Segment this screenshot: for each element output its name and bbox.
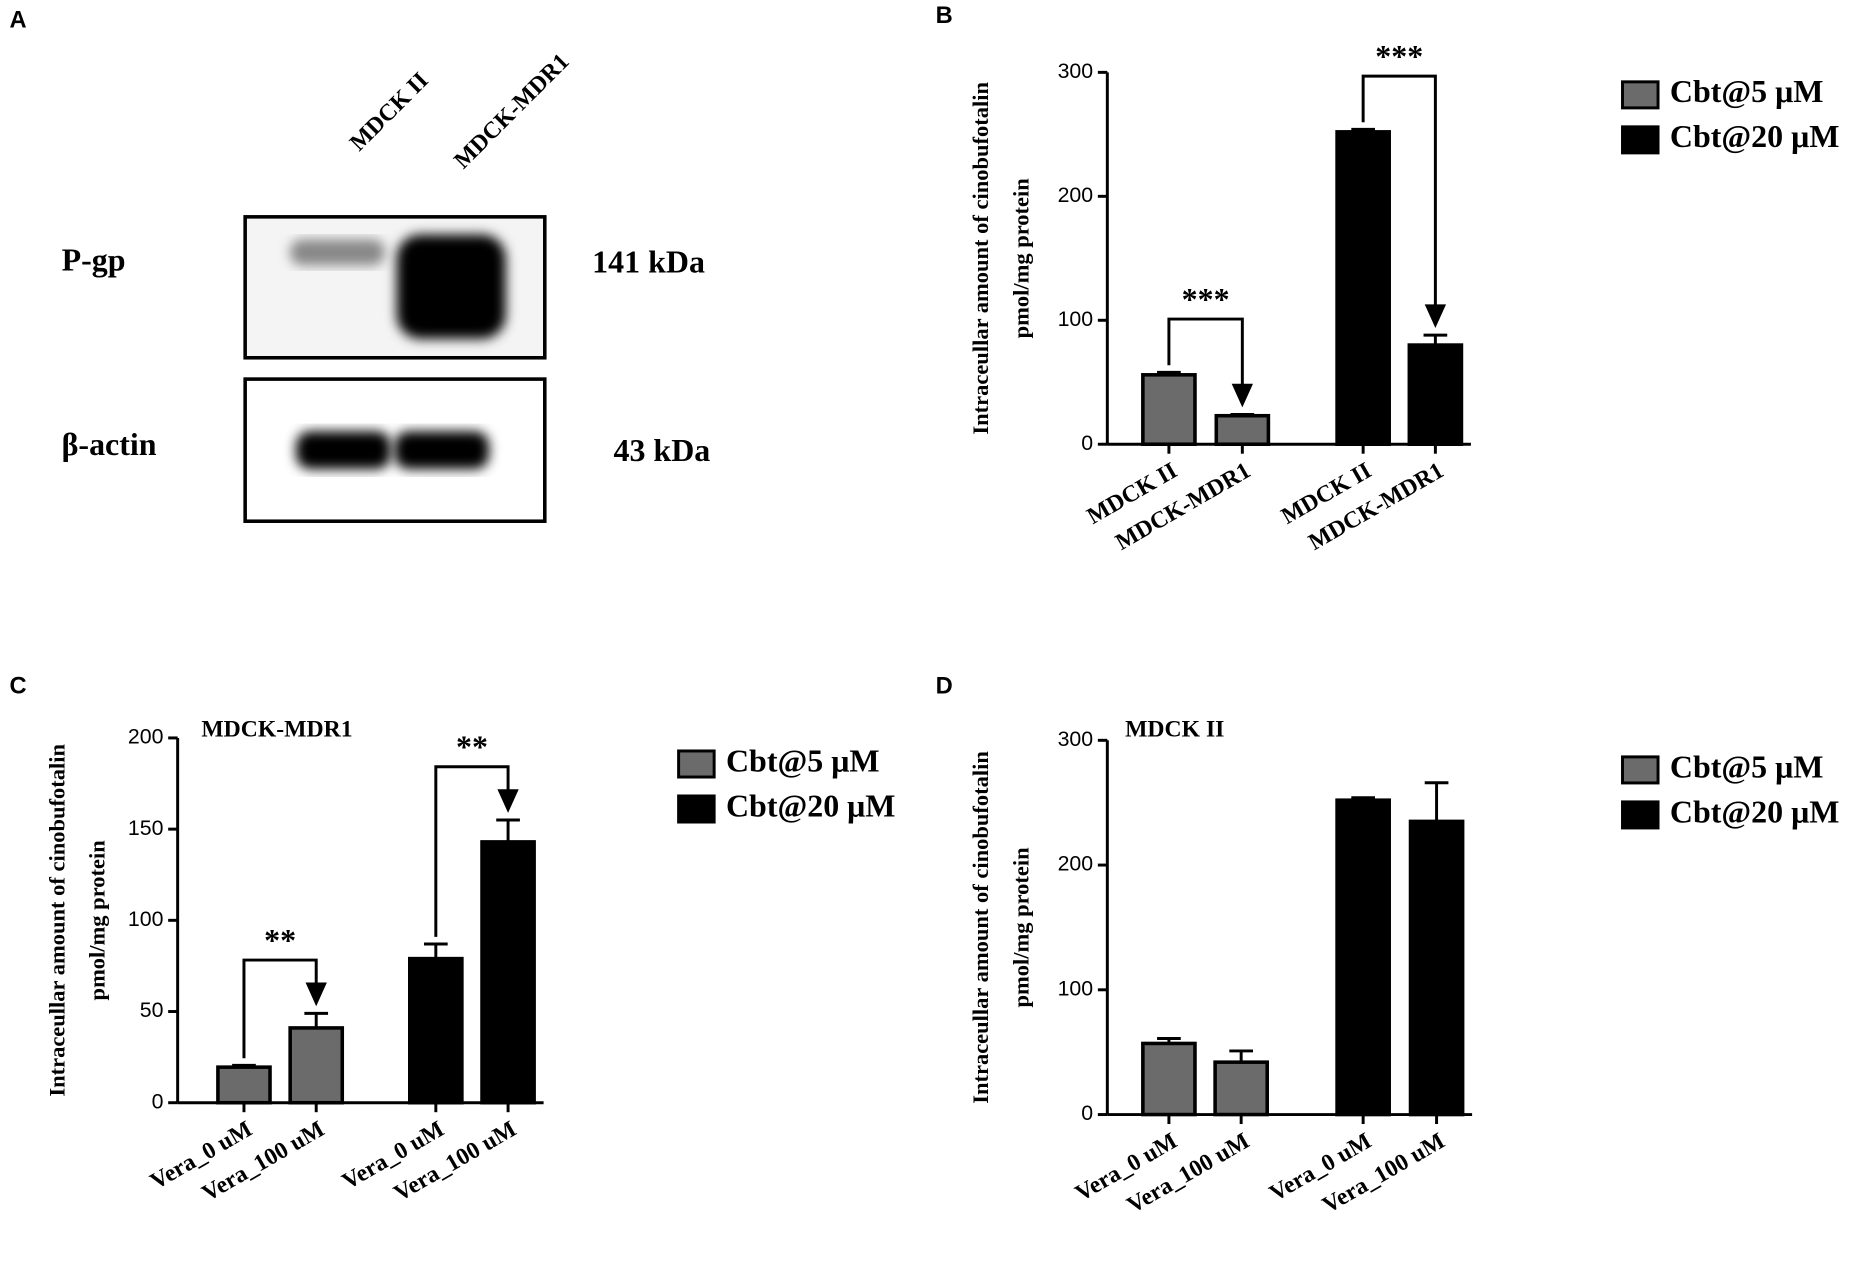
- bar: [216, 1065, 272, 1105]
- significance-bracket: [242, 958, 318, 1059]
- legend-label: Cbt@5 μM: [1670, 74, 1824, 109]
- significance-label: **: [264, 923, 296, 958]
- y-tick-label: 100: [128, 907, 164, 931]
- size-label: 141 kDa: [592, 245, 705, 280]
- row-label: β-actin: [62, 427, 157, 462]
- x-tick-label: Vera_100 uM: [1123, 1128, 1254, 1219]
- y-tick-label: 100: [1058, 976, 1094, 1000]
- legend-swatch: [677, 749, 716, 779]
- y-tick-label: 200: [1058, 183, 1094, 207]
- chart-title: MDCK II: [1125, 716, 1224, 742]
- y-axis-label: Intraceullar amount of cinobufotalin: [968, 751, 993, 1104]
- significance-bracket: [1361, 74, 1437, 310]
- bar: [1214, 413, 1271, 447]
- y-tick-label: 300: [1058, 727, 1094, 751]
- blot-band: [296, 431, 391, 470]
- legend-swatch: [677, 794, 716, 824]
- legend-label: Cbt@5 μM: [726, 743, 880, 778]
- panel-letter: D: [936, 673, 953, 699]
- arrow-head: [305, 982, 327, 1007]
- x-tick-label: Vera_100 uM: [198, 1116, 329, 1207]
- y-axis-label: Intraceullar amount of cinobufotalin: [968, 81, 993, 434]
- lane-label: MDCK II: [345, 68, 434, 157]
- x-tick-label: Vera_100 uM: [390, 1116, 521, 1207]
- significance-bracket: [1167, 317, 1244, 389]
- arrow-head: [1424, 304, 1447, 329]
- y-tick-label: 0: [152, 1089, 164, 1113]
- bar: [407, 956, 464, 1105]
- significance-label: ***: [1182, 282, 1230, 317]
- bar: [1141, 373, 1197, 447]
- legend-swatch: [1621, 80, 1660, 110]
- y-axis-label: pmol/mg protein: [1008, 178, 1033, 339]
- legend-label: Cbt@20 μM: [1670, 119, 1840, 154]
- panel-a: A MDCK II MDCK-MDR1 P-gp 141 kDa β-actin…: [9, 8, 710, 523]
- legend-swatch: [1621, 125, 1660, 155]
- bar: [480, 840, 536, 1105]
- y-tick-label: 100: [1058, 307, 1094, 331]
- arrow-head: [1231, 383, 1254, 408]
- bar: [1213, 1060, 1269, 1117]
- bar: [288, 1026, 345, 1105]
- bar: [1407, 343, 1464, 447]
- legend-swatch: [1621, 755, 1660, 785]
- y-tick-label: 0: [1081, 431, 1093, 455]
- y-tick-label: 0: [1081, 1101, 1093, 1125]
- size-label: 43 kDa: [613, 433, 710, 468]
- significance-label: **: [456, 729, 488, 764]
- y-axis-label: pmol/mg protein: [1008, 847, 1033, 1008]
- y-tick-label: 200: [1058, 852, 1094, 876]
- y-tick-label: 200: [128, 725, 164, 749]
- bar: [1335, 130, 1391, 447]
- significance-bracket: [434, 765, 510, 937]
- bar: [1141, 1041, 1197, 1117]
- bar: [1408, 819, 1465, 1117]
- blot-band: [394, 431, 490, 470]
- y-tick-label: 50: [140, 998, 164, 1022]
- blot-band: [396, 234, 506, 339]
- row-label: P-gp: [62, 242, 126, 277]
- lane-label: MDCK-MDR1: [449, 49, 574, 174]
- legend-swatch: [1621, 800, 1660, 830]
- y-axis-label: pmol/mg protein: [85, 840, 110, 1001]
- chart-title: MDCK-MDR1: [201, 716, 352, 742]
- panel-letter: C: [9, 673, 26, 699]
- arrow-head: [497, 789, 519, 813]
- bar: [1335, 798, 1391, 1117]
- y-tick-label: 150: [128, 816, 164, 840]
- y-tick-label: 300: [1058, 59, 1094, 83]
- legend-label: Cbt@5 μM: [1670, 749, 1824, 784]
- legend-label: Cbt@20 μM: [726, 788, 896, 823]
- panel-letter: A: [9, 8, 26, 34]
- panel-letter: B: [936, 3, 953, 29]
- blot-band: [290, 239, 385, 266]
- significance-label: ***: [1375, 39, 1423, 74]
- y-axis-label: Intraceullar amount of cinobufotalin: [44, 743, 69, 1096]
- legend-label: Cbt@20 μM: [1670, 794, 1840, 829]
